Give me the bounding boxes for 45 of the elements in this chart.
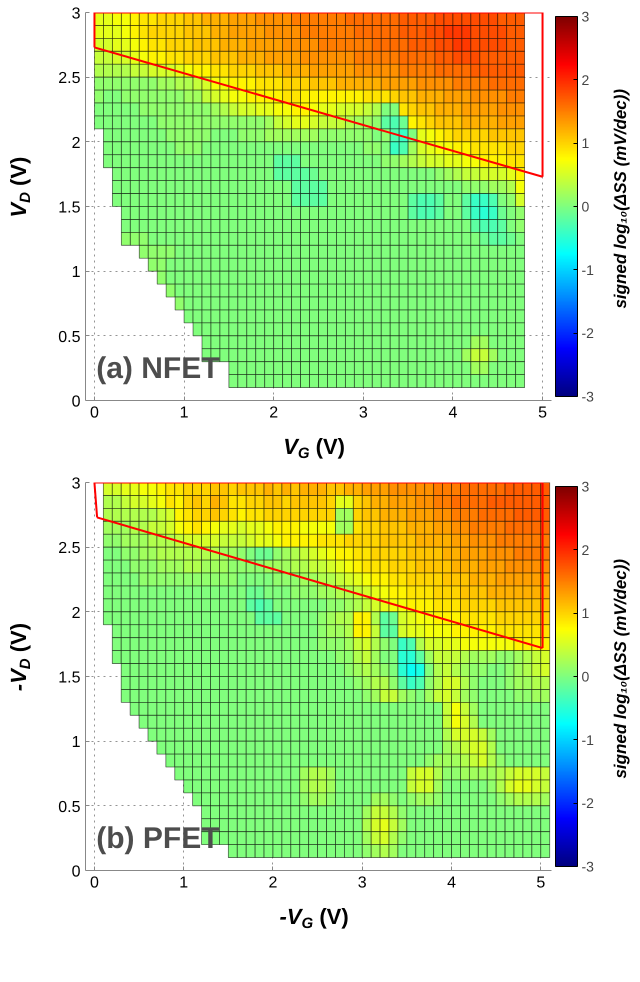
- y-tick-label: 0: [72, 864, 81, 880]
- color-bar-label: -2: [582, 325, 594, 342]
- color-bar-label: -2: [582, 795, 594, 812]
- color-bar-label: 0: [582, 668, 590, 684]
- x-tick-label: 5: [536, 874, 546, 892]
- y-tick-label: 0: [72, 394, 81, 410]
- x-tick-label: 1: [180, 404, 189, 422]
- x-tick-label: 3: [358, 404, 368, 422]
- x-tick-label: 0: [90, 404, 100, 422]
- y-tick-label: 1: [72, 734, 81, 752]
- x-tick-label: 0: [90, 874, 99, 892]
- color-bar-title: signed log₁₀(ΔSS (mV/dec)): [611, 558, 630, 779]
- y-tick-label: 1: [72, 264, 81, 282]
- annotation: (a) NFET: [96, 352, 220, 385]
- color-bar-label: 0: [582, 198, 590, 214]
- x-tick-label: 2: [268, 874, 278, 892]
- y-axis-title: VD (V): [6, 156, 34, 218]
- x-tick-label: 3: [358, 874, 367, 892]
- x-tick-label: 5: [538, 404, 548, 422]
- x-tick-label: 2: [269, 404, 278, 422]
- y-tick-label: 1.5: [58, 200, 81, 216]
- color-bar-label: 3: [582, 8, 590, 24]
- y-tick-label: 3: [72, 6, 81, 22]
- color-bar-label: 3: [582, 478, 590, 494]
- color-bar-label: -1: [582, 732, 594, 748]
- y-tick-label: 2.5: [58, 540, 81, 558]
- y-tick-label: 2: [72, 134, 81, 152]
- y-tick-label: 1.5: [58, 670, 81, 686]
- y-tick-label: 0.5: [58, 798, 81, 816]
- y-tick-label: 2: [72, 604, 81, 622]
- y-axis-title: -VD (V): [6, 622, 34, 692]
- color-bar-title: signed log₁₀(ΔSS (mV/dec)): [611, 88, 630, 309]
- x-tick-label: 1: [179, 874, 188, 892]
- color-bar-label: 2: [582, 72, 590, 88]
- color-bar-label: -3: [582, 388, 594, 404]
- x-tick-label: 4: [447, 874, 456, 892]
- y-tick-label: 3: [72, 476, 81, 492]
- color-bar-label: -1: [582, 262, 594, 278]
- color-bar-label: -3: [582, 858, 594, 874]
- color-bar-label: 1: [582, 135, 590, 152]
- x-tick-label: 4: [448, 404, 458, 422]
- y-tick-label: 0.5: [58, 328, 81, 346]
- color-bar-label: 2: [582, 542, 590, 558]
- y-tick-label: 2.5: [58, 70, 81, 88]
- color-bar-label: 1: [582, 605, 590, 622]
